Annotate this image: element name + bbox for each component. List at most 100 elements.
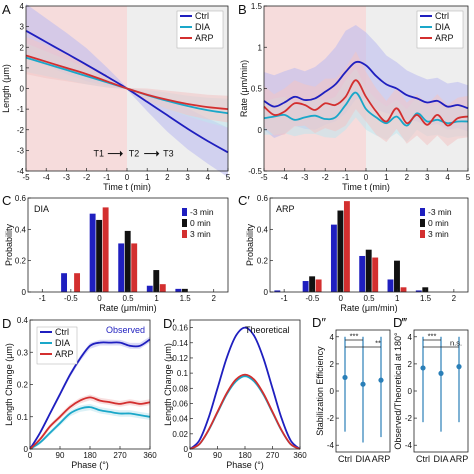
annotation-label: T1 (93, 149, 104, 159)
bar-m3min (175, 288, 182, 292)
x-tick-label: -2 (322, 173, 330, 182)
panel-C: -1 -0.5 0 0.5 1 1.5 2 0 0.2 0.4 0.6 Rate (μm/min) Pr… (2, 193, 229, 313)
y-tick-label: 0.1 (17, 413, 29, 422)
mean-marker (438, 370, 444, 376)
x-axis-label: Rate (μm/min) (99, 303, 156, 313)
y-tick-label: 4 (330, 333, 335, 342)
x-tick-label: 5 (466, 173, 471, 182)
y-tick-label: 1.5 (251, 2, 263, 11)
series-line-dia (29, 406, 151, 450)
x-tick-label: 0 (125, 173, 130, 182)
bar-m3min (302, 281, 309, 292)
y-tick-label: 0.2 (17, 381, 29, 390)
bar-3min (372, 257, 379, 292)
x-tick-label: 0.5 (363, 294, 375, 303)
y-tick-label: -0.5 (248, 167, 262, 176)
series-line-arp (25, 54, 229, 110)
bar-0min (365, 249, 372, 292)
significance-label: *** (428, 332, 437, 341)
x-tick-label: 0 (188, 451, 193, 460)
x-tick-label: 2 (211, 294, 216, 303)
mean-marker (420, 365, 426, 371)
series-band-ctrl (26, 3, 228, 178)
series-band-arp (264, 51, 468, 147)
y-tick-label: 0 (408, 387, 413, 396)
bar-m3min (415, 290, 422, 292)
series-line-ctrl (189, 326, 301, 450)
x-tick-label: 1 (395, 294, 400, 303)
x-tick-label: 270 (113, 451, 127, 460)
y-tick-label: 0 (20, 85, 25, 94)
y-tick-label: 2 (330, 360, 335, 369)
x-category-label: Ctrl (416, 454, 430, 464)
bar-3min (400, 287, 407, 292)
inset-label: Theoretical (245, 325, 290, 335)
x-tick-label: -1 (39, 294, 47, 303)
x-tick-label: -4 (281, 173, 289, 182)
y-tick-label: 2 (408, 360, 413, 369)
y-tick-label: 0.16 (172, 324, 188, 333)
x-tick-label: 2 (452, 294, 457, 303)
legend-box (176, 10, 224, 49)
y-tick-label: 0.14 (172, 339, 188, 348)
bar-0min (309, 276, 316, 292)
x-tick-label: 3 (185, 173, 190, 182)
x-tick-label: 2 (165, 173, 170, 182)
y-tick-label: 0.08 (172, 384, 188, 393)
y-tick-label: 0.5 (251, 85, 263, 94)
x-tick-label: 1.5 (420, 294, 432, 303)
x-tick-label: -5 (260, 173, 268, 182)
panel-label: C (2, 193, 11, 208)
y-tick-label: 1 (258, 43, 263, 52)
y-tick-label: 0.4 (15, 225, 27, 234)
x-tick-label: 180 (238, 451, 252, 460)
legend-label: Ctrl (195, 11, 209, 21)
y-axis-label: Length (μm) (1, 64, 11, 113)
inset-label: DIA (34, 204, 49, 214)
y-tick-label: -1 (17, 105, 25, 114)
legend-swatch (182, 230, 187, 238)
legend-swatch (182, 219, 187, 227)
panel-D: 0 90 180 270 360 0 0.1 0.2 0.3 0.4 Phase (°) Length… (2, 316, 157, 470)
x-axis-label: Rate (μm/min) (340, 303, 397, 313)
y-axis-label: Rate (μm/min) (239, 60, 249, 117)
bar-3min (102, 207, 109, 292)
bar-0min (337, 210, 344, 292)
y-tick-label: 0.4 (257, 225, 269, 234)
y-tick-label: 0.6 (15, 194, 27, 203)
y-tick-label: 0.04 (172, 415, 188, 424)
y-axis-label: Length Change (μm) (4, 343, 14, 426)
y-tick-label: 0 (258, 126, 263, 135)
x-category-label: DIA (433, 454, 448, 464)
bar-m3min (330, 224, 337, 292)
y-tick-label: 3 (20, 23, 25, 32)
y-axis-label: Probability (245, 223, 255, 266)
panel-label: B (238, 2, 247, 17)
legend-box (416, 10, 464, 49)
y-tick-label: 0.02 (172, 430, 188, 439)
x-tick-label: 1 (145, 173, 150, 182)
significance-label: ** (375, 339, 381, 348)
x-tick-label: -3 (301, 173, 309, 182)
inset-label: ARP (276, 204, 295, 214)
series-line-dia (189, 375, 301, 450)
mean-marker (342, 374, 348, 381)
mean-marker (360, 381, 366, 387)
x-category-label: DIA (355, 454, 370, 464)
legend-swatch (420, 230, 425, 238)
panel-label: D′ (163, 316, 175, 331)
annotation-label: T3 (163, 149, 174, 159)
x-axis-label: Phase (°) (71, 460, 109, 470)
panel-D4: Ctrl DIA ARP -4 -2 0 2 4 Observed/Theoretical at… (393, 315, 469, 464)
series-line-dia (263, 91, 469, 127)
y-axis-label: Probability (4, 223, 14, 266)
y-tick-label: 0 (24, 445, 29, 454)
bar-3min (343, 201, 350, 292)
y-tick-label: -2 (405, 414, 413, 423)
legend-label: -3 min (428, 207, 452, 217)
y-tick-label: 0.12 (172, 354, 188, 363)
y-tick-label: 0.4 (17, 316, 29, 325)
x-tick-label: 180 (83, 451, 97, 460)
y-tick-label: -4 (17, 167, 25, 176)
